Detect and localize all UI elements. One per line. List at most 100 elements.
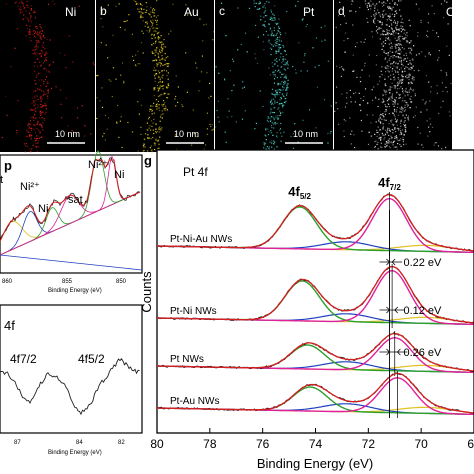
eds-pixel [419,132,421,134]
eds-pixel [270,125,273,127]
eds-pixel [264,3,266,5]
eds-pixel [367,103,369,105]
eds-pixel [390,63,392,65]
eds-pixel [34,17,37,19]
eds-pixel [417,69,420,71]
eds-pixel [35,48,38,50]
eds-pixel [277,51,279,53]
eds-pixel [382,45,385,47]
eds-pixel [31,49,34,51]
eds-pixel [392,51,394,53]
eds-pixel [389,13,391,15]
eds-pixel [374,147,376,149]
eds-pixel [388,141,390,143]
eds-pixel [389,130,391,132]
eds-pixel [253,2,255,4]
eds-pixel [282,56,284,58]
eds-pixel [275,38,277,40]
eds-pixel [388,146,390,148]
eds-pixel [415,106,417,108]
eds-pixel [394,137,396,139]
eds-pixel [382,101,384,103]
eds-pixel [151,24,154,26]
eds-pixel [379,136,381,139]
eds-pixel [343,40,345,42]
eds-pixel [36,88,38,90]
eds-pixel [410,88,412,90]
eds-pixel [359,76,361,78]
eds-pixel [411,66,413,68]
eds-pixel [155,128,157,130]
eds-pixel [273,44,276,46]
eds-pixel [446,1,448,3]
eds-pixel [281,93,284,95]
eds-pixel [385,84,387,87]
eds-pixel [154,142,156,144]
eds-pixel [409,51,411,53]
eds-pixel [271,17,273,19]
eds-pixel [384,134,386,137]
eds-pixel [391,129,393,131]
eds-pixel [161,55,163,57]
eds-pixel [277,84,279,86]
eds-pixel [151,44,153,46]
eds-pixel [410,63,412,65]
eds-pixel [408,19,410,21]
eds-pixel [45,59,47,61]
eds-pixel [277,83,279,85]
eds-map-background [0,0,95,152]
eds-pixel [392,73,394,75]
eds-pixel [410,87,412,89]
eds-pixel [34,11,36,13]
eds-pixel [277,30,279,32]
eds-pixel [396,124,398,126]
eds-pixel [284,32,287,34]
eds-pixel [269,113,271,115]
eds-pixel [263,24,265,26]
eds-pixel [380,142,382,144]
eds-pixel [33,46,36,49]
eds-pixel [354,46,357,48]
eds-pixel [266,146,268,148]
eds-pixel [151,26,153,28]
eds-pixel [385,13,387,15]
pt-series-label: Pt NWs [170,354,204,365]
eds-pixel [148,116,150,118]
eds-pixel [205,23,207,25]
eds-pixel [370,5,372,7]
eds-pixel [202,40,204,42]
eds-pixel [246,51,248,53]
eds-pixel [279,114,281,117]
eds-pixel [206,72,208,74]
eds-pixel [394,127,396,129]
eds-pixel [154,77,156,79]
eds-pixel [330,131,332,133]
eds-pixel [395,56,397,58]
eds-pixel [274,63,276,65]
eds-pixel [282,95,284,97]
eds-pixel [397,21,399,23]
eds-pixel [380,70,382,72]
eds-pixel [277,65,279,67]
eds-pixel [403,134,405,136]
eds-pixel [388,7,390,10]
eds-pixel [140,14,142,16]
eds-pixel [37,121,39,123]
eds-pixel [29,12,31,15]
eds-pixel [20,0,22,2]
eds-pixel [149,30,151,32]
eds-pixel [153,12,155,14]
eds-pixel [283,83,285,86]
eds-pixel [374,17,376,19]
eds-pixel [426,30,429,32]
eds-pixel [148,137,150,139]
eds-pixel [142,32,144,34]
eds-map-element: Ni [65,5,76,19]
eds-pixel [397,71,399,73]
pt-peak-label-7-2: 4f7/2 [378,175,401,192]
eds-pixel [35,83,37,85]
eds-pixel [25,145,27,147]
eds-pixel [400,57,402,59]
eds-pixel [274,17,276,19]
eds-pixel [264,20,266,23]
